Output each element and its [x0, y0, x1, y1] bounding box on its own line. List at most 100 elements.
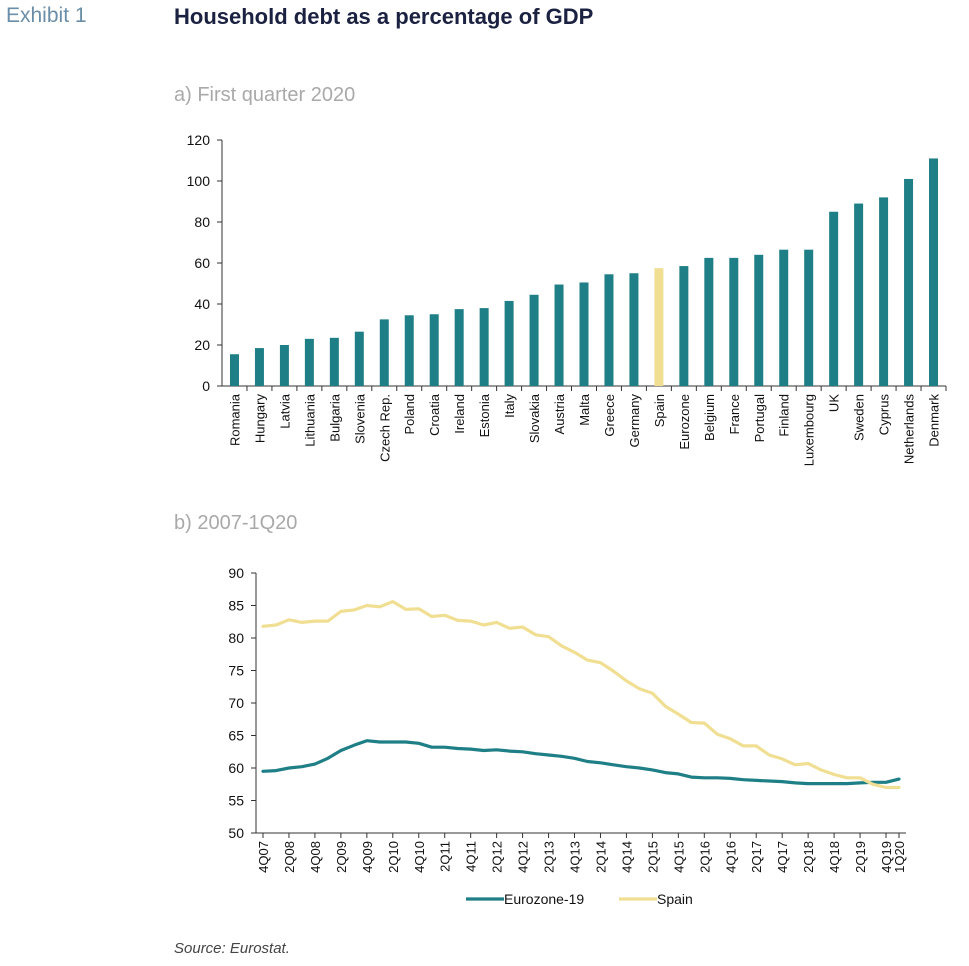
page-title: Household debt as a percentage of GDP — [174, 4, 594, 29]
x-tick-label: Hungary — [252, 394, 267, 444]
y-tick-label: 65 — [228, 728, 244, 744]
x-tick-label: 2Q10 — [386, 841, 401, 873]
bar — [679, 266, 689, 386]
bar — [554, 284, 564, 386]
x-tick-label: 4Q15 — [671, 841, 686, 873]
x-tick-label: 2Q13 — [542, 841, 557, 873]
bar — [929, 158, 939, 386]
bar — [879, 197, 889, 386]
bar — [404, 315, 414, 386]
x-tick-label: 4Q07 — [256, 841, 271, 873]
x-tick-label: Czech Rep. — [377, 394, 392, 462]
x-tick-label: Italy — [502, 394, 517, 418]
x-tick-label: 4Q17 — [775, 841, 790, 873]
y-tick-label: 85 — [228, 598, 244, 614]
x-tick-label: Slovenia — [352, 393, 367, 444]
bar — [354, 331, 364, 386]
x-tick-label: Finland — [777, 394, 792, 437]
bar — [254, 348, 264, 386]
bar — [454, 309, 464, 386]
y-tick-label: 60 — [228, 760, 244, 776]
x-tick-label: 2Q17 — [749, 841, 764, 873]
chart-b-title: b) 2007-1Q20 — [174, 512, 298, 534]
x-tick-label: Romania — [227, 393, 242, 446]
x-tick-label: Luxembourg — [802, 394, 817, 466]
bar — [829, 211, 839, 386]
x-tick-label: 2Q15 — [645, 841, 660, 873]
x-tick-label: 4Q19 — [879, 841, 894, 873]
x-tick-label: Latvia — [277, 393, 292, 428]
bar — [304, 338, 314, 386]
x-tick-label: Cyprus — [877, 394, 892, 436]
series-line — [261, 599, 901, 790]
x-tick-label: Lithuania — [302, 393, 317, 447]
x-tick-label: Belgium — [702, 394, 717, 441]
x-tick-label: 4Q16 — [723, 841, 738, 873]
x-tick-label: 2Q16 — [697, 841, 712, 873]
bar — [479, 308, 489, 386]
bar — [754, 254, 764, 386]
x-tick-label: Slovakia — [527, 393, 542, 443]
x-tick-label: Croatia — [427, 393, 442, 436]
x-tick-label: 4Q09 — [360, 841, 375, 873]
x-tick-label: 2Q11 — [438, 841, 453, 872]
bar — [504, 300, 514, 386]
exhibit-label: Exhibit 1 — [6, 4, 87, 27]
x-tick-label: Malta — [577, 393, 592, 426]
x-tick-label: Ireland — [452, 394, 467, 434]
y-tick-label: 75 — [228, 663, 244, 679]
bar — [779, 249, 789, 386]
x-tick-label: 4Q10 — [412, 841, 427, 873]
x-tick-label: Greece — [602, 394, 617, 437]
y-tick-label: 90 — [228, 565, 244, 581]
y-tick-label: 50 — [228, 825, 244, 841]
x-tick-label: UK — [827, 394, 842, 412]
y-tick-label: 80 — [194, 214, 210, 230]
x-tick-label: 4Q11 — [464, 841, 479, 872]
x-tick-label: 4Q18 — [827, 841, 842, 873]
y-tick-label: 55 — [228, 793, 244, 809]
y-tick-label: 60 — [194, 255, 210, 271]
bar — [429, 314, 439, 386]
y-tick-label: 70 — [228, 695, 244, 711]
x-tick-label: Bulgaria — [327, 393, 342, 441]
series-line — [261, 739, 901, 786]
bar — [704, 257, 714, 386]
bar — [379, 319, 389, 386]
x-tick-label: Eurozone — [677, 394, 692, 450]
x-tick-label: 2Q19 — [853, 841, 868, 873]
y-tick-label: 40 — [194, 296, 210, 312]
bar — [604, 274, 614, 386]
bar — [279, 345, 289, 386]
bar — [729, 257, 739, 386]
x-tick-label: Germany — [627, 394, 642, 448]
x-tick-label: 4Q08 — [308, 841, 323, 873]
y-tick-label: 20 — [194, 337, 210, 353]
bar — [579, 282, 589, 386]
x-tick-label: 2Q14 — [593, 841, 608, 873]
legend-label: Eurozone-19 — [504, 891, 584, 907]
bar — [654, 268, 664, 386]
y-tick-label: 0 — [202, 378, 210, 394]
x-tick-label: 4Q12 — [516, 841, 531, 873]
x-tick-label: Denmark — [927, 394, 942, 447]
x-tick-label: 2Q12 — [490, 841, 505, 873]
bar — [854, 203, 864, 386]
x-tick-label: Estonia — [477, 393, 492, 437]
y-tick-label: 120 — [187, 132, 211, 148]
bar — [804, 249, 814, 386]
source-note: Source: Eurostat. — [174, 940, 290, 957]
x-tick-label: 4Q13 — [568, 841, 583, 873]
y-tick-label: 100 — [187, 173, 211, 189]
bar — [529, 294, 539, 386]
legend-label: Spain — [657, 891, 693, 907]
bar-chart: 0 20 40 60 80 100 120 Romania Hungary Latvia Lithu… — [187, 132, 947, 466]
chart-a-title: a) First quarter 2020 — [174, 84, 356, 106]
y-tick-label: 80 — [228, 630, 244, 646]
x-tick-label: Sweden — [852, 394, 867, 441]
x-tick-label: Austria — [552, 393, 567, 434]
x-tick-label: Spain — [652, 394, 667, 427]
x-tick-label: Portugal — [752, 394, 767, 443]
x-tick-label: 2Q08 — [282, 841, 297, 873]
